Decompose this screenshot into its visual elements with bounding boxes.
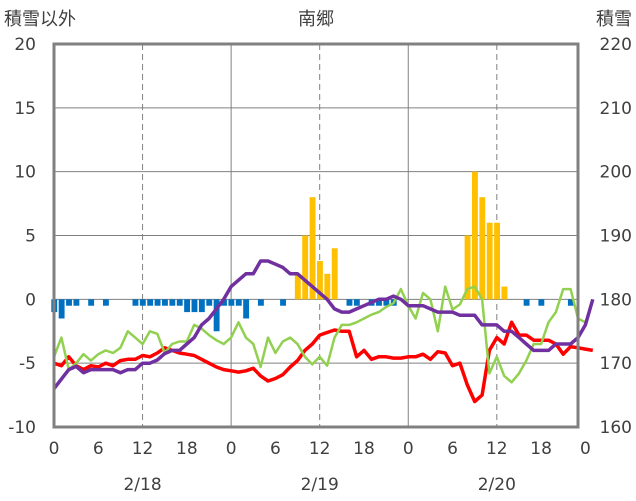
snow-bar bbox=[162, 299, 168, 306]
x-tick-label: 12 bbox=[486, 439, 508, 459]
snow-bar bbox=[154, 299, 161, 306]
snow-bar bbox=[486, 222, 493, 300]
left-axis-title: 積雪以外 bbox=[4, 9, 76, 30]
x-tick-label: 12 bbox=[309, 439, 331, 459]
date-label: 2/20 bbox=[478, 475, 516, 495]
snow-bar bbox=[353, 299, 360, 306]
date-label: 2/18 bbox=[123, 475, 161, 495]
plot-frame bbox=[52, 42, 580, 429]
snow-bar bbox=[567, 299, 574, 306]
snow-bar bbox=[501, 286, 508, 300]
snow-bar bbox=[383, 299, 390, 306]
snow-bar bbox=[221, 299, 227, 306]
left-axis-ticks: 20 15 10 5 0 -5 -10 bbox=[8, 35, 36, 438]
left-tick-label: -10 bbox=[8, 418, 36, 438]
snow-bar bbox=[206, 299, 213, 306]
snow-bar bbox=[88, 299, 95, 306]
snow-bar bbox=[376, 299, 382, 306]
x-tick-label: 6 bbox=[270, 439, 281, 459]
right-tick-label: 160 bbox=[600, 418, 632, 438]
snow-bar bbox=[324, 273, 331, 300]
series-line-green bbox=[52, 285, 586, 384]
snow-bar bbox=[73, 299, 80, 306]
snow-bar bbox=[132, 299, 139, 306]
left-tick-label: 5 bbox=[25, 227, 36, 247]
snow-bar bbox=[102, 299, 109, 306]
snow-bar bbox=[58, 299, 65, 319]
snow-bar bbox=[176, 299, 183, 306]
right-tick-label: 200 bbox=[600, 163, 632, 183]
snow-bar bbox=[184, 299, 191, 313]
snow-bar bbox=[302, 235, 309, 300]
left-tick-label: 0 bbox=[25, 290, 36, 310]
date-labels: 2/18 2/19 2/20 bbox=[123, 475, 515, 495]
snow-bar bbox=[228, 299, 235, 306]
snow-bar bbox=[471, 171, 478, 300]
snow-bar bbox=[243, 299, 250, 319]
snow-bar bbox=[198, 299, 205, 313]
right-tick-label: 170 bbox=[600, 354, 632, 374]
snow-bars bbox=[51, 171, 574, 332]
right-tick-label: 220 bbox=[600, 35, 632, 55]
snow-bar bbox=[257, 299, 264, 306]
x-tick-label: 18 bbox=[530, 439, 552, 459]
series-line-red bbox=[53, 320, 594, 404]
snow-bar bbox=[213, 299, 220, 332]
right-axis-title: 積雪 bbox=[596, 9, 632, 30]
snow-bar bbox=[317, 261, 323, 300]
right-tick-label: 180 bbox=[600, 290, 632, 310]
x-tick-label: 12 bbox=[132, 439, 154, 459]
snow-bar bbox=[66, 299, 72, 306]
snow-bar bbox=[494, 222, 501, 300]
left-tick-label: 15 bbox=[14, 99, 36, 119]
snow-bar bbox=[147, 299, 154, 306]
series-line-purple bbox=[52, 259, 595, 390]
right-tick-label: 190 bbox=[600, 227, 632, 247]
x-tick-label: 0 bbox=[580, 439, 591, 459]
right-tick-label: 210 bbox=[600, 99, 632, 119]
left-tick-label: -5 bbox=[19, 354, 36, 374]
snow-bar bbox=[464, 235, 471, 300]
x-tick-label: 6 bbox=[93, 439, 104, 459]
x-tick-label: 6 bbox=[447, 439, 458, 459]
x-tick-label: 0 bbox=[49, 439, 60, 459]
chart-title: 南郷 bbox=[298, 9, 334, 30]
date-label: 2/19 bbox=[301, 475, 339, 495]
snow-bar bbox=[169, 299, 176, 306]
x-tick-label: 18 bbox=[353, 439, 375, 459]
series-lines bbox=[52, 259, 595, 404]
snow-bar bbox=[294, 273, 301, 300]
x-tick-label: 0 bbox=[226, 439, 237, 459]
x-axis-ticks: 0 6 12 18 0 6 12 18 0 6 12 18 0 bbox=[49, 439, 591, 459]
snow-bar bbox=[479, 197, 486, 300]
snow-bar bbox=[331, 248, 338, 300]
snow-bar bbox=[309, 197, 316, 300]
left-tick-label: 10 bbox=[14, 163, 36, 183]
snow-bar bbox=[139, 299, 146, 306]
snow-bar bbox=[346, 299, 353, 306]
snow-bar bbox=[538, 299, 545, 306]
left-tick-label: 20 bbox=[14, 35, 36, 55]
snow-bar bbox=[191, 299, 198, 313]
snow-bar bbox=[280, 299, 286, 306]
snow-bar bbox=[523, 299, 530, 306]
right-axis-ticks: 220 210 200 190 180 170 160 bbox=[600, 35, 632, 438]
x-tick-label: 18 bbox=[176, 439, 198, 459]
snow-bar bbox=[235, 299, 242, 306]
x-tick-label: 0 bbox=[403, 439, 414, 459]
